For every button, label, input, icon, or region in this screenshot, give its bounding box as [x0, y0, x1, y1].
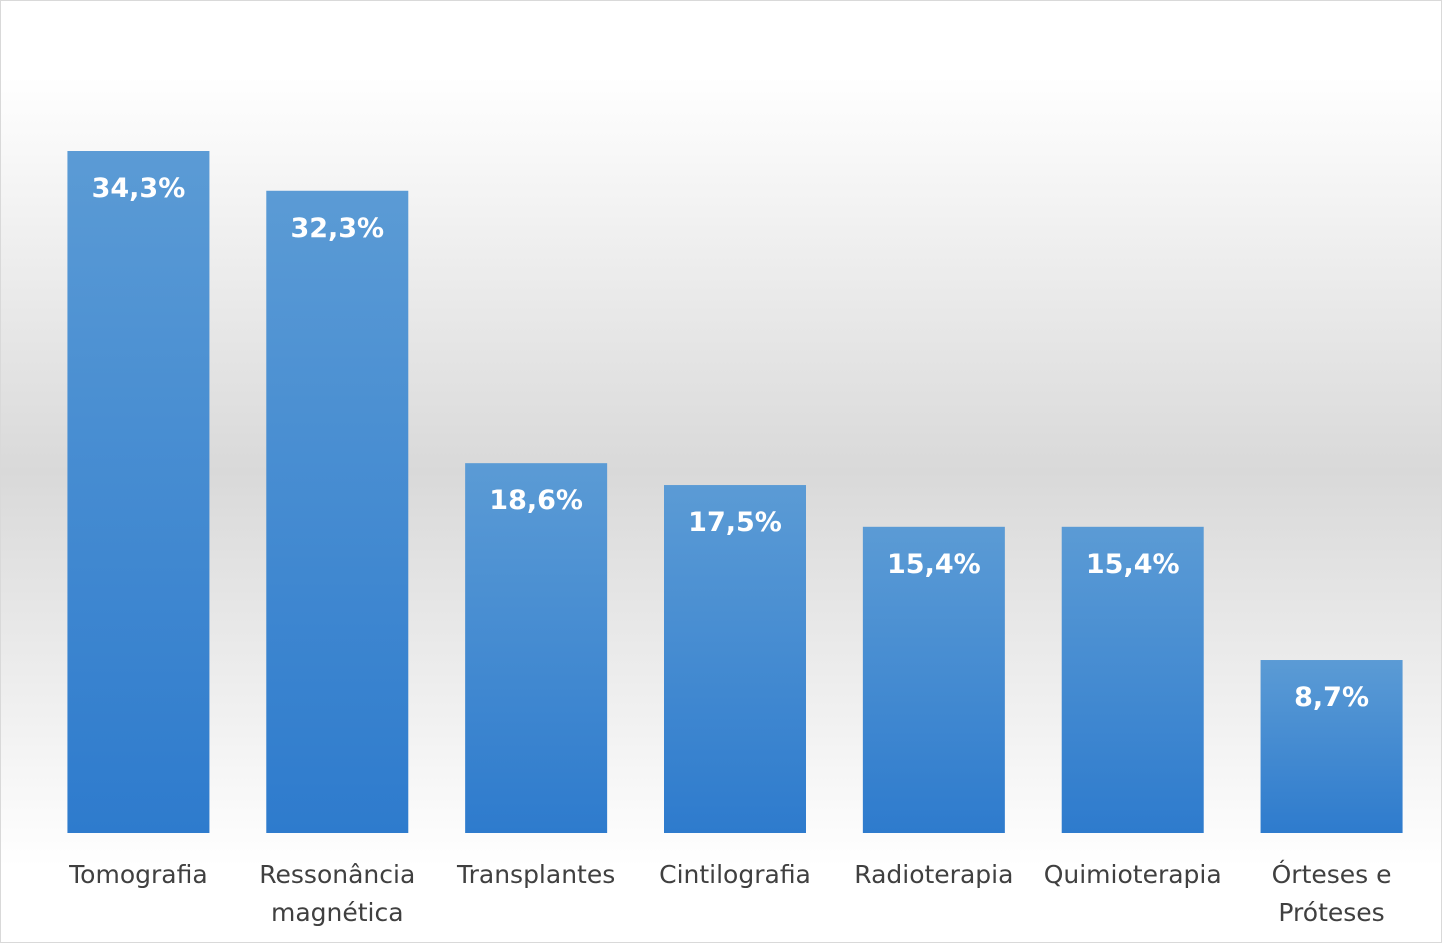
data-label: 17,5% [688, 507, 782, 538]
data-label: 34,3% [92, 173, 186, 204]
data-label: 8,7% [1294, 682, 1369, 713]
x-tick-label: Cintilografia [659, 860, 811, 889]
x-tick-label: Ressonância magnética [259, 860, 416, 927]
x-tick-label: Órteses e Próteses [1271, 860, 1392, 927]
x-tick-label: Transplantes [457, 860, 616, 889]
bar [266, 190, 409, 833]
data-label: 15,4% [1086, 549, 1180, 580]
x-tick-label: Quimioterapia [1043, 860, 1222, 889]
x-tick-label: Radioterapia [854, 860, 1014, 889]
data-label: 32,3% [290, 213, 384, 244]
bar [862, 526, 1005, 833]
data-label: 18,6% [489, 485, 583, 516]
bar [1260, 660, 1403, 833]
x-tick-label: Tomografia [69, 860, 208, 889]
bar [67, 151, 210, 833]
bar [465, 463, 608, 833]
data-label: 15,4% [887, 549, 981, 580]
bar [1061, 526, 1204, 833]
bar [664, 485, 806, 833]
